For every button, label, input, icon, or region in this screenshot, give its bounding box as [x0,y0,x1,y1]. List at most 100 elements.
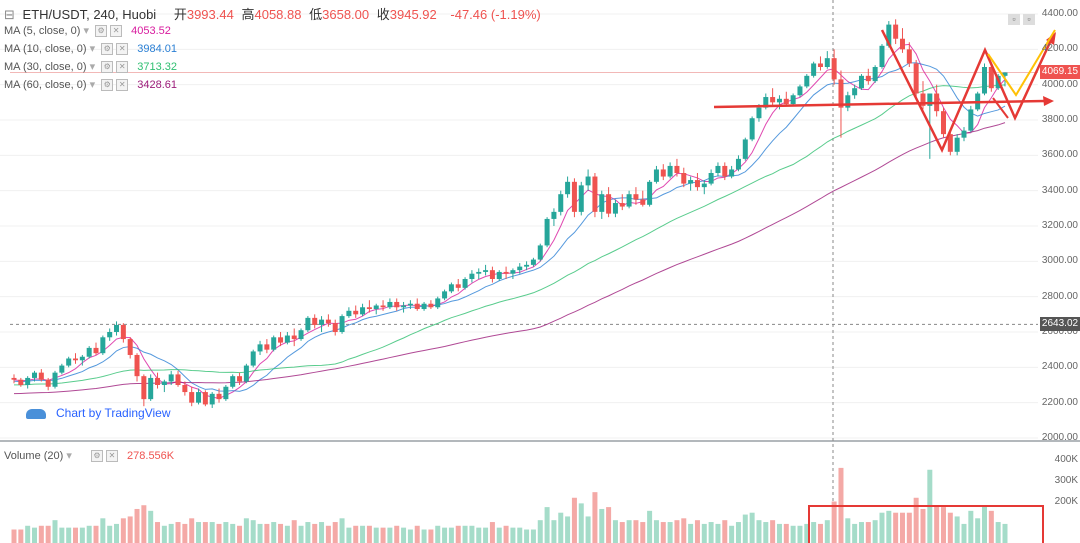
volume-bar [722,520,728,543]
volume-bar [284,525,290,543]
candle-body [120,324,126,340]
candle-body [742,139,748,159]
collapse-icon[interactable]: ⊟ [4,7,15,22]
candle-body [701,183,707,188]
candle-body [428,303,434,308]
close-icon[interactable]: ✕ [110,25,123,38]
volume-bar [565,516,571,543]
candle-body [312,317,318,325]
candle-body [606,194,612,214]
volume-bar [681,518,687,543]
volume-bar [196,522,202,543]
candle-body [879,45,885,67]
indicator-ma10[interactable]: MA (10, close, 0) ▾ ⚙ ✕ 3984.01 [4,43,178,56]
volume-bar [640,522,646,543]
volume-bar [886,510,892,543]
volume-bar [305,522,311,543]
candle-body [141,376,147,400]
candle-body [886,24,892,46]
low-value: 3658.00 [322,7,370,22]
candle-body [626,194,632,207]
candle-body [353,310,359,315]
volume-bar [571,497,577,543]
ma30-value: 3713.32 [137,61,178,73]
volume-bar [995,522,1001,543]
candle-body [291,335,297,340]
settings-icon[interactable]: ⚙ [101,43,114,56]
candle-body [708,173,714,184]
volume-bar [647,510,653,543]
candle-body [175,374,181,385]
volume-bar [524,529,530,543]
candle-body [243,365,249,382]
candle-body [599,194,605,212]
indicator-ma5[interactable]: MA (5, close, 0) ▾ ⚙ ✕ 4053.52 [4,25,171,38]
volume-bar [66,527,72,543]
candle-body [913,63,919,94]
volume-bar [428,529,434,543]
close-icon[interactable]: ✕ [105,450,118,463]
candle-body [161,381,167,385]
volume-bar [558,512,564,543]
volume-bar [483,527,489,543]
volume-bar [599,508,605,543]
volume-bar [209,522,215,543]
candle-body [86,347,92,357]
candle-body [852,88,858,96]
candle-body [824,58,830,67]
volume-bar [25,525,31,543]
tradingview-watermark[interactable]: Chart by TradingView [26,406,171,420]
volume-bar [380,527,386,543]
volume-indicator[interactable]: Volume (20) ▾ ⚙ ✕ 278.556K [4,450,175,463]
candle-body [729,169,735,177]
maximize-icon[interactable]: ▫ [1008,14,1020,25]
candle-body [100,337,106,354]
candle-body [421,303,427,310]
price-tick-label: 3200.00 [1041,220,1078,231]
volume-bar [373,527,379,543]
top-right-controls[interactable]: ▫ ▫ [1008,14,1038,25]
candle-body [797,86,803,96]
volume-bar [831,501,837,543]
candle-body [981,67,987,94]
candle-body [776,98,782,103]
volume-bar [298,525,304,543]
close-icon[interactable]: ✕ [116,43,129,56]
price-badge: 2643.02 [1040,317,1080,332]
candle-body [1002,72,1008,76]
candle-body [435,298,441,308]
volume-bar [230,523,236,543]
candle-body [489,270,495,279]
volume-bar [114,523,120,543]
volume-bar [243,518,249,543]
candle-body [284,335,290,343]
indicator-ma60[interactable]: MA (60, close, 0) ▾ ⚙ ✕ 3428.61 [4,79,178,92]
price-badge: 4069.15 [1040,65,1080,80]
settings-icon[interactable]: ⚙ [101,79,114,92]
volume-bar [319,522,325,543]
candle-body [920,93,926,106]
settings-icon[interactable]: ⚙ [90,450,103,463]
volume-bar [462,525,468,543]
close-icon[interactable]: ✕ [116,79,129,92]
candle-body [653,169,659,182]
candle-body [52,372,58,387]
candle-body [681,173,687,184]
volume-tick-label: 200K [1054,495,1078,507]
candle-body [45,379,51,387]
ma30-line [14,84,1006,386]
volume-bar [653,520,659,543]
indicator-ma30[interactable]: MA (30, close, 0) ▾ ⚙ ✕ 3713.32 [4,61,178,74]
close-icon[interactable]: ✕ [116,61,129,74]
candle-body [811,63,817,76]
volume-bar [530,529,536,543]
price-tick-label: 2600.00 [1041,326,1078,337]
candle-body [688,180,694,184]
settings-icon[interactable]: ⚙ [101,61,114,74]
volume-bar [250,520,256,543]
volume-bar [353,525,359,543]
minimize-icon[interactable]: ▫ [1023,14,1035,25]
candle-body [469,273,475,279]
settings-icon[interactable]: ⚙ [95,25,108,38]
